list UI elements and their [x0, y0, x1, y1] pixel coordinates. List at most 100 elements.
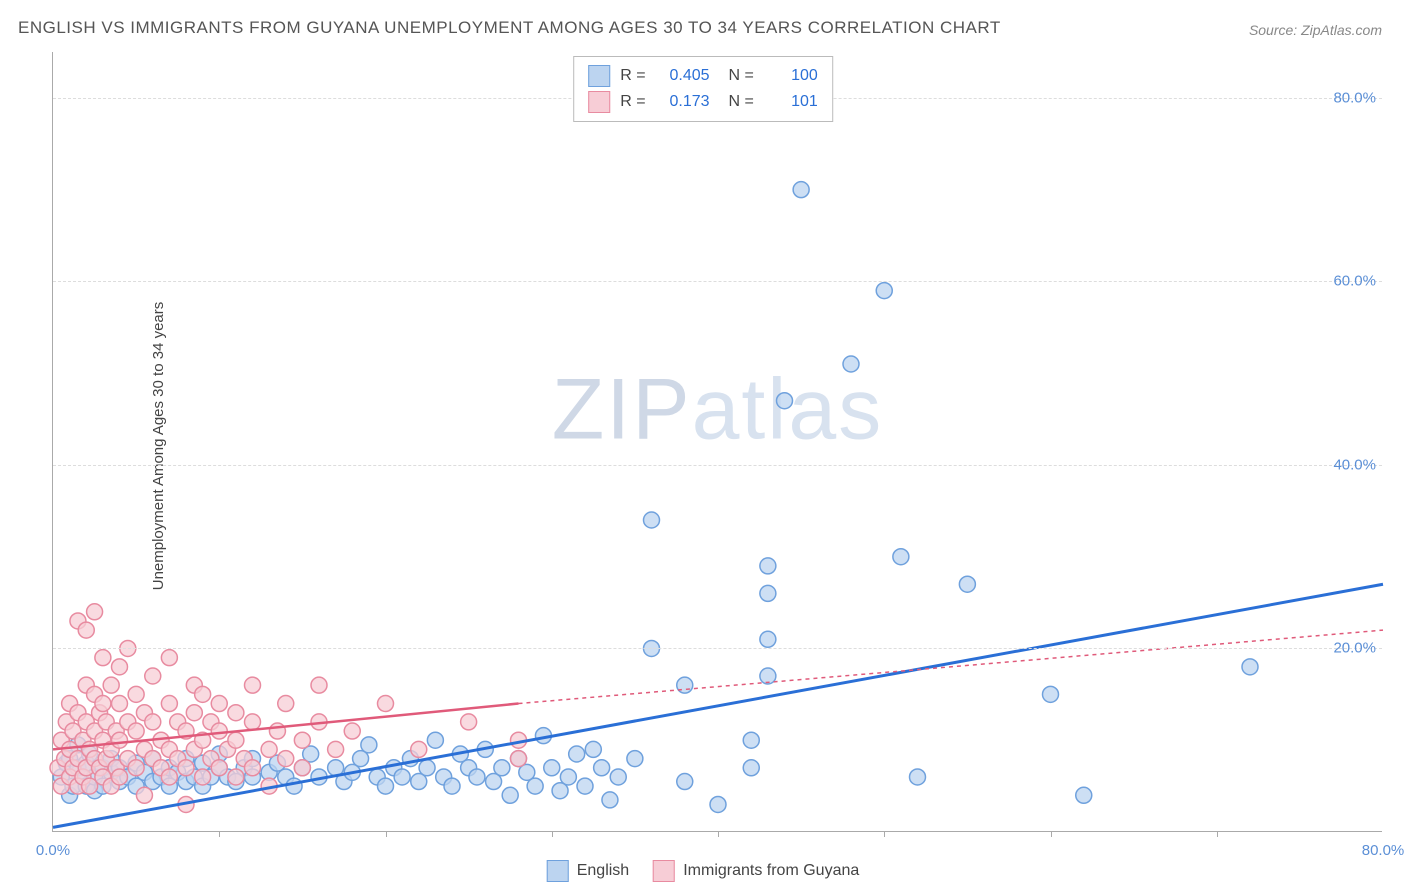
scatter-point: [760, 585, 776, 601]
series-legend-item: Immigrants from Guyana: [653, 860, 859, 882]
scatter-point: [286, 778, 302, 794]
scatter-point: [602, 792, 618, 808]
scatter-point: [760, 558, 776, 574]
scatter-point: [1043, 686, 1059, 702]
legend-n-label: N =: [720, 93, 754, 111]
scatter-point: [261, 741, 277, 757]
scatter-point: [394, 769, 410, 785]
scatter-point: [419, 760, 435, 776]
scatter-point: [95, 696, 111, 712]
scatter-point: [527, 778, 543, 794]
scatter-point: [644, 512, 660, 528]
scatter-point: [743, 732, 759, 748]
scatter-point: [427, 732, 443, 748]
scatter-point: [677, 677, 693, 693]
scatter-point: [161, 650, 177, 666]
legend-r-label: R =: [620, 93, 645, 111]
legend-r-value: 0.405: [656, 67, 710, 85]
scatter-point: [211, 723, 227, 739]
scatter-point: [627, 751, 643, 767]
x-tick-mark: [386, 831, 387, 837]
series-legend-label: Immigrants from Guyana: [683, 862, 859, 880]
scatter-point: [461, 714, 477, 730]
scatter-point: [910, 769, 926, 785]
scatter-point: [161, 696, 177, 712]
x-tick-mark: [552, 831, 553, 837]
scatter-point: [195, 769, 211, 785]
scatter-point: [361, 737, 377, 753]
gridline: [53, 648, 1382, 649]
scatter-point: [186, 705, 202, 721]
scatter-point: [876, 283, 892, 299]
scatter-point: [103, 677, 119, 693]
scatter-point: [228, 732, 244, 748]
chart-title: ENGLISH VS IMMIGRANTS FROM GUYANA UNEMPL…: [18, 18, 1001, 38]
x-tick-mark: [1217, 831, 1218, 837]
legend-swatch: [588, 91, 610, 113]
x-tick-label: 0.0%: [36, 842, 70, 859]
legend-swatch: [653, 860, 675, 882]
scatter-point: [112, 769, 128, 785]
scatter-point: [843, 356, 859, 372]
scatter-point: [411, 741, 427, 757]
scatter-point: [145, 668, 161, 684]
scatter-point: [469, 769, 485, 785]
scatter-point: [112, 659, 128, 675]
scatter-point: [311, 677, 327, 693]
scatter-point: [278, 696, 294, 712]
scatter-point: [1076, 787, 1092, 803]
scatter-point: [760, 631, 776, 647]
gridline: [53, 465, 1382, 466]
y-tick-label: 80.0%: [1333, 89, 1376, 106]
scatter-point: [893, 549, 909, 565]
correlation-legend-row: R =0.405 N =100: [588, 63, 818, 89]
scatter-point: [112, 696, 128, 712]
x-tick-mark: [1051, 831, 1052, 837]
scatter-point: [278, 751, 294, 767]
scatter-point: [145, 714, 161, 730]
legend-swatch: [547, 860, 569, 882]
scatter-point: [128, 760, 144, 776]
scatter-point: [195, 686, 211, 702]
scatter-point: [594, 760, 610, 776]
y-tick-label: 60.0%: [1333, 273, 1376, 290]
legend-r-value: 0.173: [656, 93, 710, 111]
x-tick-mark: [884, 831, 885, 837]
scatter-point: [560, 769, 576, 785]
scatter-point: [294, 732, 310, 748]
scatter-point: [511, 751, 527, 767]
scatter-point: [777, 393, 793, 409]
scatter-point: [344, 723, 360, 739]
scatter-point: [128, 723, 144, 739]
scatter-point: [294, 760, 310, 776]
scatter-point: [228, 705, 244, 721]
scatter-point: [577, 778, 593, 794]
scatter-point: [494, 760, 510, 776]
scatter-point: [677, 774, 693, 790]
scatter-point: [136, 787, 152, 803]
scatter-point: [161, 769, 177, 785]
scatter-point: [245, 760, 261, 776]
x-tick-label: 80.0%: [1362, 842, 1405, 859]
scatter-point: [710, 796, 726, 812]
scatter-point: [1242, 659, 1258, 675]
legend-r-label: R =: [620, 67, 645, 85]
scatter-point: [502, 787, 518, 803]
series-legend-label: English: [577, 862, 629, 880]
scatter-point: [610, 769, 626, 785]
trend-line: [53, 584, 1383, 827]
legend-n-label: N =: [720, 67, 754, 85]
scatter-point: [378, 696, 394, 712]
scatter-point: [128, 686, 144, 702]
y-tick-label: 20.0%: [1333, 640, 1376, 657]
y-tick-label: 40.0%: [1333, 456, 1376, 473]
source-attribution: Source: ZipAtlas.com: [1249, 22, 1382, 38]
scatter-point: [569, 746, 585, 762]
scatter-point: [760, 668, 776, 684]
correlation-legend: R =0.405 N =100R =0.173 N =101: [573, 56, 833, 122]
x-tick-mark: [718, 831, 719, 837]
scatter-point: [743, 760, 759, 776]
correlation-legend-row: R =0.173 N =101: [588, 89, 818, 115]
scatter-point: [95, 650, 111, 666]
x-tick-mark: [219, 831, 220, 837]
